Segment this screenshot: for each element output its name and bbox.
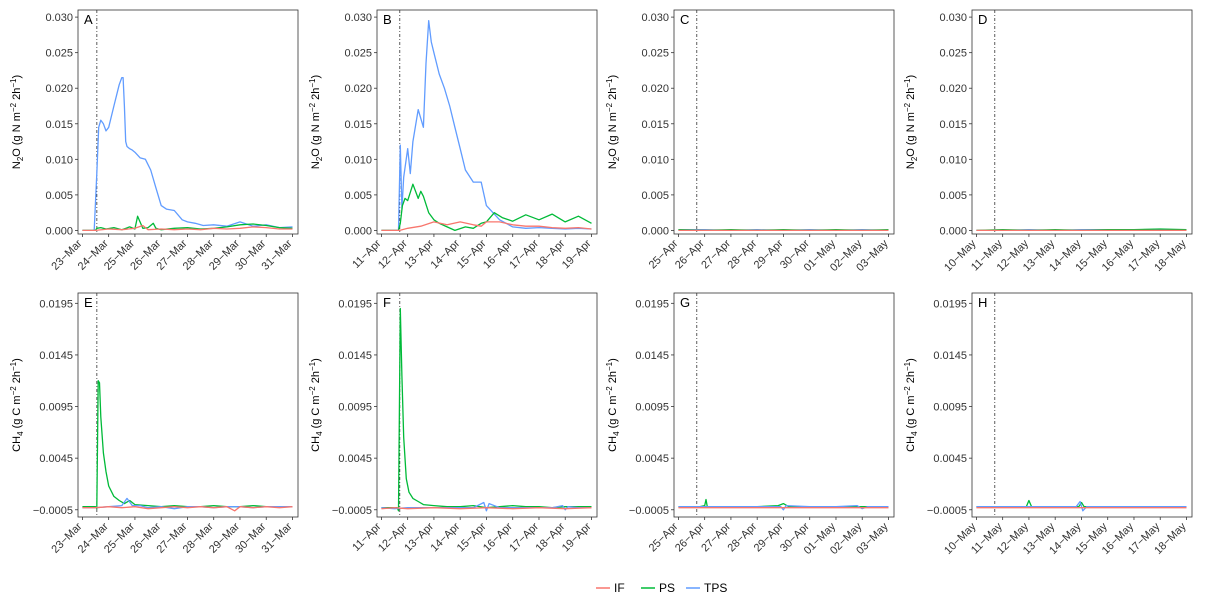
plot-frame (673, 9, 895, 235)
legend: IF PS TPS (596, 581, 727, 595)
panel-letter: D (978, 12, 987, 27)
plot-frame (971, 9, 1193, 235)
panel-letter: A (84, 12, 93, 27)
y-tick-label: 0.0195 (933, 298, 967, 310)
series-line-ps (381, 307, 592, 512)
y-tick-label: 0.005 (939, 190, 967, 202)
y-tick-label: 0.000 (344, 225, 372, 237)
y-tick-label: 0.020 (939, 83, 967, 95)
y-tick-label: 0.030 (939, 12, 967, 24)
y-tick-label: 0.030 (344, 12, 372, 24)
y-tick-label: 0.000 (45, 225, 73, 237)
x-tick-label: 19−Apr (560, 237, 594, 271)
y-tick-label: 0.020 (45, 83, 73, 95)
y-tick-label: 0.0145 (39, 350, 73, 362)
y-tick-label: 0.0095 (635, 402, 669, 414)
y-tick-label: 0.005 (45, 190, 73, 202)
series-line-tps (678, 504, 889, 511)
y-tick-label: 0.0095 (933, 402, 967, 414)
y-tick-label: 0.0045 (635, 453, 669, 465)
y-tick-label: 0.015 (45, 119, 73, 131)
y-tick-label: 0.0195 (338, 298, 372, 310)
series-line-if (82, 224, 293, 232)
series-line-ps (381, 183, 592, 232)
y-tick-label: 0.0145 (338, 350, 372, 362)
panel-F: F−0.00050.00450.00950.01450.019511−Apr12… (308, 292, 598, 554)
y-tick-label: 0.0195 (39, 298, 73, 310)
y-tick-label: 0.0045 (338, 453, 372, 465)
y-axis-title: N2O (g N m−2 2h−1) (903, 75, 919, 169)
y-tick-label: 0.000 (939, 225, 967, 237)
panel-G: G−0.00050.00450.00950.01450.019525−Apr26… (605, 292, 895, 557)
panel-letter: C (680, 12, 689, 27)
y-tick-label: 0.015 (641, 119, 669, 131)
y-axis-title: N2O (g N m−2 2h−1) (308, 75, 324, 169)
y-tick-label: 0.005 (641, 190, 669, 202)
y-axis-title: CH4 (g C m−2 2h−1) (903, 358, 919, 452)
plot-frame (77, 9, 299, 235)
plot-frame (376, 292, 598, 518)
legend-label-if: IF (614, 581, 625, 595)
y-tick-label: 0.020 (344, 83, 372, 95)
x-tick-label: 19−Apr (560, 520, 594, 554)
y-tick-label: 0.015 (344, 119, 372, 131)
plot-frame (971, 292, 1193, 518)
panel-letter: H (978, 295, 987, 310)
y-tick-label: 0.0145 (635, 350, 669, 362)
y-axis-title: CH4 (g C m−2 2h−1) (605, 358, 621, 452)
y-tick-label: 0.005 (344, 190, 372, 202)
y-tick-label: 0.010 (939, 154, 967, 166)
y-tick-label: 0.0045 (933, 453, 967, 465)
panel-D: D0.0000.0050.0100.0150.0200.0250.03010−M… (903, 9, 1193, 274)
panel-E: E−0.00050.00450.00950.01450.019523−Mar24… (9, 292, 299, 556)
y-axis-title: N2O (g N m−2 2h−1) (605, 75, 621, 169)
y-tick-label: 0.000 (641, 225, 669, 237)
y-tick-label: 0.0195 (635, 298, 669, 310)
y-tick-label: 0.025 (641, 48, 669, 60)
legend-label-ps: PS (659, 581, 675, 595)
plot-frame (77, 292, 299, 518)
y-tick-label: −0.0005 (33, 505, 73, 517)
series-line-tps (381, 20, 592, 232)
panel-A: A0.0000.0050.0100.0150.0200.0250.03023−M… (9, 9, 299, 273)
y-tick-label: 0.025 (45, 48, 73, 60)
y-tick-label: 0.020 (641, 83, 669, 95)
y-tick-label: 0.025 (344, 48, 372, 60)
panel-letter: B (383, 12, 392, 27)
y-tick-label: 0.030 (45, 12, 73, 24)
panel-letter: F (383, 295, 391, 310)
y-tick-label: 0.0095 (39, 402, 73, 414)
y-tick-label: 0.010 (45, 154, 73, 166)
y-tick-label: 0.010 (641, 154, 669, 166)
y-axis-title: N2O (g N m−2 2h−1) (9, 75, 25, 169)
y-tick-label: 0.015 (939, 119, 967, 131)
series-line-if (82, 506, 293, 512)
panel-letter: E (84, 295, 93, 310)
y-axis-title: CH4 (g C m−2 2h−1) (308, 358, 324, 452)
y-tick-label: 0.0095 (338, 402, 372, 414)
y-tick-label: −0.0005 (927, 505, 967, 517)
y-tick-label: −0.0005 (332, 505, 372, 517)
y-tick-label: 0.0145 (933, 350, 967, 362)
y-tick-label: 0.0045 (39, 453, 73, 465)
y-tick-label: 0.025 (939, 48, 967, 60)
panel-B: B0.0000.0050.0100.0150.0200.0250.03011−A… (308, 9, 598, 271)
plot-frame (376, 9, 598, 235)
y-axis-title: CH4 (g C m−2 2h−1) (9, 358, 25, 452)
panel-C: C0.0000.0050.0100.0150.0200.0250.03025−A… (605, 9, 895, 274)
panel-letter: G (680, 295, 690, 310)
y-tick-label: −0.0005 (629, 505, 669, 517)
series-line-if (381, 221, 592, 232)
panel-H: H−0.00050.00450.00950.01450.019510−May11… (903, 292, 1193, 557)
y-tick-label: 0.030 (641, 12, 669, 24)
legend-label-tps: TPS (704, 581, 727, 595)
series-line-tps (82, 76, 293, 232)
series-line-tps (976, 500, 1187, 512)
plot-frame (673, 292, 895, 518)
series-line-if (381, 507, 592, 510)
y-tick-label: 0.010 (344, 154, 372, 166)
